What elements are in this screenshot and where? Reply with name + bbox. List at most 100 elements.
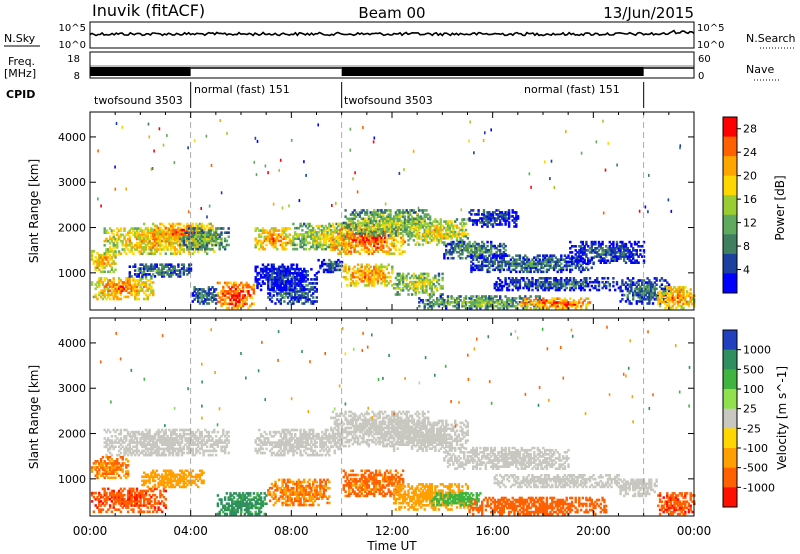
heat-cell xyxy=(193,227,196,230)
heat-cell xyxy=(277,300,281,303)
heat-cell xyxy=(232,296,236,299)
heat-cell xyxy=(294,286,297,290)
heat-cell xyxy=(175,273,178,276)
heat-cell xyxy=(157,271,160,274)
heat-cell xyxy=(452,248,455,252)
heat-cell xyxy=(283,235,286,239)
heat-cell xyxy=(378,219,381,223)
heat-cell xyxy=(188,263,191,266)
heat-cell xyxy=(161,244,164,247)
heat-cell xyxy=(209,247,212,251)
heat-cell xyxy=(96,266,99,269)
heat-cell xyxy=(529,260,532,264)
heat-cell xyxy=(238,287,241,291)
heat-cell xyxy=(502,242,505,246)
heat-cell xyxy=(394,225,398,229)
heat-cell xyxy=(125,239,128,243)
heat-cell xyxy=(108,227,112,230)
heat-cell xyxy=(285,290,288,293)
heat-cell xyxy=(342,242,345,246)
heat-cell xyxy=(277,269,281,273)
heat-cell xyxy=(171,234,175,238)
heat-cell xyxy=(279,292,282,295)
heat-cell xyxy=(107,289,110,292)
heat-cell xyxy=(175,236,178,240)
heat-cell xyxy=(486,240,489,244)
heat-cell xyxy=(437,230,441,234)
heat-cell xyxy=(112,277,115,280)
heat-cell xyxy=(197,288,200,291)
heat-cell xyxy=(439,220,442,223)
heat-cell xyxy=(516,264,520,268)
heat-cell xyxy=(477,260,480,264)
heat-cell xyxy=(436,228,439,232)
heat-cell xyxy=(259,269,263,273)
heat-cell xyxy=(268,268,272,271)
heat-cell xyxy=(96,258,99,261)
heat-cell xyxy=(110,268,114,271)
heat-cell xyxy=(134,293,137,297)
heat-cell xyxy=(116,244,119,247)
heat-cell xyxy=(364,217,367,221)
heat-cell xyxy=(353,265,356,269)
heat-cell xyxy=(159,232,162,236)
heat-cell xyxy=(378,213,381,216)
heat-cell xyxy=(441,234,444,238)
heat-cell xyxy=(107,281,110,284)
heat-cell xyxy=(200,247,203,251)
heat-cell xyxy=(590,266,593,270)
heat-cell xyxy=(268,298,272,301)
heat-cell xyxy=(209,233,212,236)
heat-cell xyxy=(209,292,212,295)
heat-cell xyxy=(428,228,432,231)
heat-cell xyxy=(475,242,478,246)
heat-cell xyxy=(355,232,358,235)
heat-cell xyxy=(400,228,403,231)
heat-cell xyxy=(175,230,178,234)
heat-cell xyxy=(290,272,293,275)
heat-cell xyxy=(360,273,363,277)
heat-cell xyxy=(290,276,293,279)
heat-cell xyxy=(365,213,369,216)
heat-cell xyxy=(90,249,94,253)
heat-cell xyxy=(538,262,541,266)
heat-cell xyxy=(319,239,322,243)
heat-cell xyxy=(326,270,329,274)
heat-cell xyxy=(128,281,131,284)
heat-cell xyxy=(252,290,256,293)
heat-cell xyxy=(398,248,401,251)
heat-cell xyxy=(499,264,502,268)
heat-cell xyxy=(267,284,270,287)
heat-cell xyxy=(400,276,403,280)
heat-cell xyxy=(403,230,407,233)
heat-cell xyxy=(195,222,198,226)
heat-cell xyxy=(527,266,531,270)
heat-cell xyxy=(353,238,356,242)
heat-cell xyxy=(121,241,124,245)
heat-cell xyxy=(207,229,211,232)
heat-cell xyxy=(150,241,153,245)
heat-cell xyxy=(198,235,202,239)
heat-cell xyxy=(270,296,274,299)
heat-cell xyxy=(502,246,505,250)
heat-cell xyxy=(92,262,96,265)
heat-cell xyxy=(200,292,203,295)
heat-cell xyxy=(630,302,633,305)
heat-cell xyxy=(477,264,480,268)
heat-cell xyxy=(159,234,162,238)
heat-cell xyxy=(421,232,425,236)
heat-cell xyxy=(288,241,291,245)
heat-cell xyxy=(292,274,295,277)
heat-cell xyxy=(103,289,106,292)
heat-cell xyxy=(421,299,425,302)
heat-cell xyxy=(367,236,371,240)
heat-cell xyxy=(277,235,281,239)
heat-cell xyxy=(439,293,442,296)
heat-cell xyxy=(204,250,207,253)
heat-cell xyxy=(276,235,279,239)
heat-cell xyxy=(268,237,272,241)
heat-cell xyxy=(270,227,274,230)
heat-cell xyxy=(427,213,430,216)
noise-panel: N.Sky 10^5 10^0 10^5 10^0 N.Search xyxy=(4,21,796,51)
heat-cell xyxy=(383,282,387,285)
